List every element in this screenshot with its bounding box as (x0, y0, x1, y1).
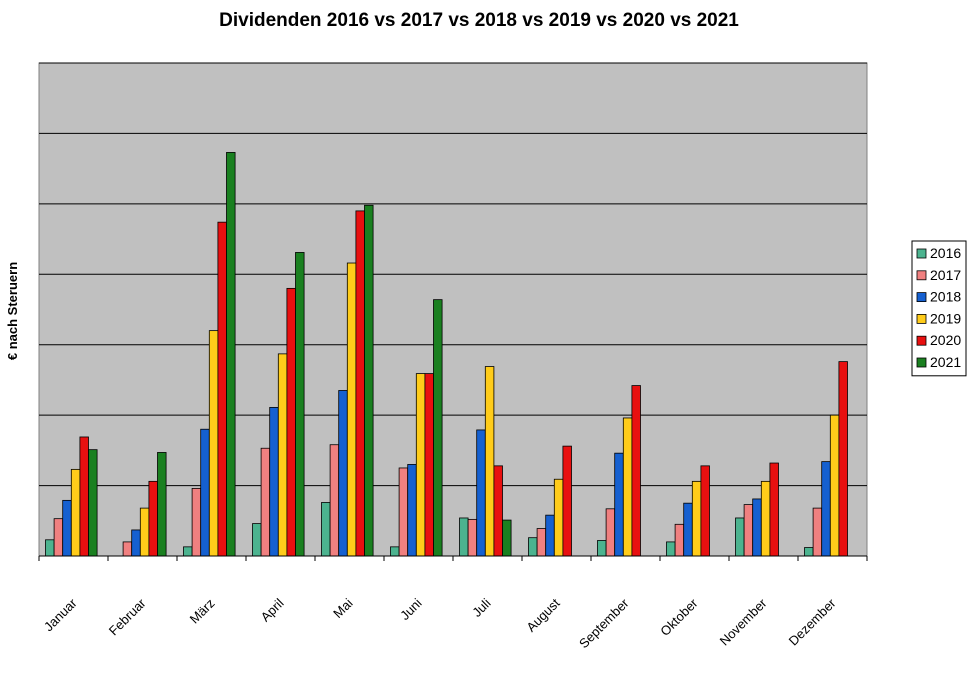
bar-2019-Dezember (829, 414, 840, 557)
x-tick-label: November (717, 595, 770, 648)
x-tick-label: Februar (106, 595, 149, 638)
x-tick-label: Januar (41, 595, 80, 634)
bar-2017-Februar (122, 541, 133, 557)
bar-2019-Juni (415, 373, 426, 557)
bar-2020-Juni (424, 373, 434, 557)
bar-2016-Dezember (804, 547, 814, 557)
bar-2018-Oktober (683, 502, 693, 557)
bar-2020-September (631, 385, 641, 557)
bar-2017-Mai (329, 444, 340, 557)
bar-2019-Oktober (691, 480, 702, 557)
bar-2021-Februar (157, 452, 167, 557)
legend-swatch-2016 (916, 248, 927, 259)
legend-label-2016: 2016 (930, 245, 961, 261)
bar-2018-November (752, 498, 762, 557)
legend-label-2017: 2017 (930, 267, 961, 283)
x-tick-label: April (258, 595, 287, 624)
bar-2016-September (597, 540, 607, 557)
bar-2019-August (553, 478, 564, 557)
bar-2019-Mai (346, 262, 357, 557)
bar-2017-Juli (467, 518, 478, 557)
legend-swatch-2017 (916, 270, 927, 281)
bar-2017-August (536, 528, 547, 557)
bar-2021-Juli (502, 519, 512, 557)
bar-2017-November (743, 504, 754, 557)
bar-2019-April (277, 353, 288, 557)
bar-2021-April (295, 252, 305, 557)
chart-title: Dividenden 2016 vs 2017 vs 2018 vs 2019 … (219, 10, 739, 31)
bar-2020-Oktober (700, 465, 710, 557)
bar-2019-September (622, 417, 633, 557)
bar-2018-Dezember (821, 461, 831, 557)
legend: 2016 2017 2018 2019 2020 2021 (911, 240, 967, 377)
bar-2020-Februar (148, 480, 158, 557)
bar-2016-Januar (45, 539, 55, 557)
x-axis: Januar Februar März April Mai Juni Juli August S… (38, 555, 868, 651)
bar-2016-November (735, 517, 745, 557)
bar-2018-Januar (62, 499, 72, 557)
bar-2019-März (208, 330, 219, 557)
bar-2019-Februar (139, 507, 150, 557)
y-axis-label: € nach Steruern (5, 262, 20, 360)
legend-swatch-2018 (916, 292, 927, 303)
x-tick-label: Mai (330, 595, 355, 620)
bar-2018-Juli (476, 429, 486, 557)
bar-2017-September (605, 508, 616, 557)
x-tick-label: Juli (469, 595, 493, 619)
legend-label-2019: 2019 (930, 310, 961, 326)
bar-2020-März (217, 221, 227, 557)
bar-2018-März (200, 428, 210, 557)
bar-2018-April (269, 406, 279, 557)
bar-2021-Mai (364, 204, 374, 557)
bar-2020-Juli (493, 465, 503, 557)
bar-2016-März (183, 546, 193, 557)
bar-2016-Juli (459, 517, 469, 557)
x-tick-label: Juni (397, 595, 425, 623)
x-tick-label: Oktober (657, 595, 701, 639)
bar-2018-Juni (407, 464, 417, 557)
x-tick-label: August (523, 595, 562, 634)
bar-2016-Oktober (666, 541, 676, 557)
legend-label-2018: 2018 (930, 289, 961, 305)
bar-2016-Juni (390, 546, 400, 557)
legend-box (911, 240, 967, 377)
legend-label-2021: 2021 (930, 354, 961, 370)
bar-2018-August (545, 514, 555, 557)
bar-2017-Januar (53, 518, 64, 557)
bar-2016-August (528, 537, 538, 557)
bar-2019-Juli (484, 366, 495, 557)
legend-label-2020: 2020 (930, 332, 961, 348)
bar-2020-November (769, 462, 779, 557)
bar-2017-Dezember (812, 507, 823, 557)
bar-2020-Mai (355, 210, 365, 557)
legend-swatch-2020 (916, 335, 927, 346)
gridlines (39, 62, 867, 487)
bar-2016-Mai (321, 502, 331, 557)
bar-2019-Januar (70, 468, 81, 557)
bar-2020-April (286, 287, 296, 557)
plot-area (38, 62, 868, 557)
bar-2017-März (191, 487, 202, 557)
x-tick-label: September (576, 595, 632, 651)
bar-2018-Februar (131, 529, 141, 557)
bar-2018-Mai (338, 390, 348, 557)
legend-swatch-2019 (916, 313, 927, 324)
bar-2017-Oktober (674, 523, 685, 557)
legend-swatch-2021 (916, 357, 927, 368)
bar-2020-August (562, 445, 572, 557)
bar-2016-April (252, 523, 262, 557)
bar-2021-März (226, 152, 236, 557)
bar-2019-November (760, 480, 771, 557)
bar-2018-September (614, 452, 624, 557)
bar-2021-Januar (88, 449, 98, 557)
x-tick-label: Dezember (786, 595, 839, 648)
bar-2020-Januar (79, 436, 89, 557)
bar-2021-Juni (433, 299, 443, 557)
bar-2020-Dezember (838, 361, 848, 557)
x-tick-label: März (187, 596, 218, 627)
bar-2017-Juni (398, 467, 409, 557)
bar-2017-April (260, 447, 271, 557)
